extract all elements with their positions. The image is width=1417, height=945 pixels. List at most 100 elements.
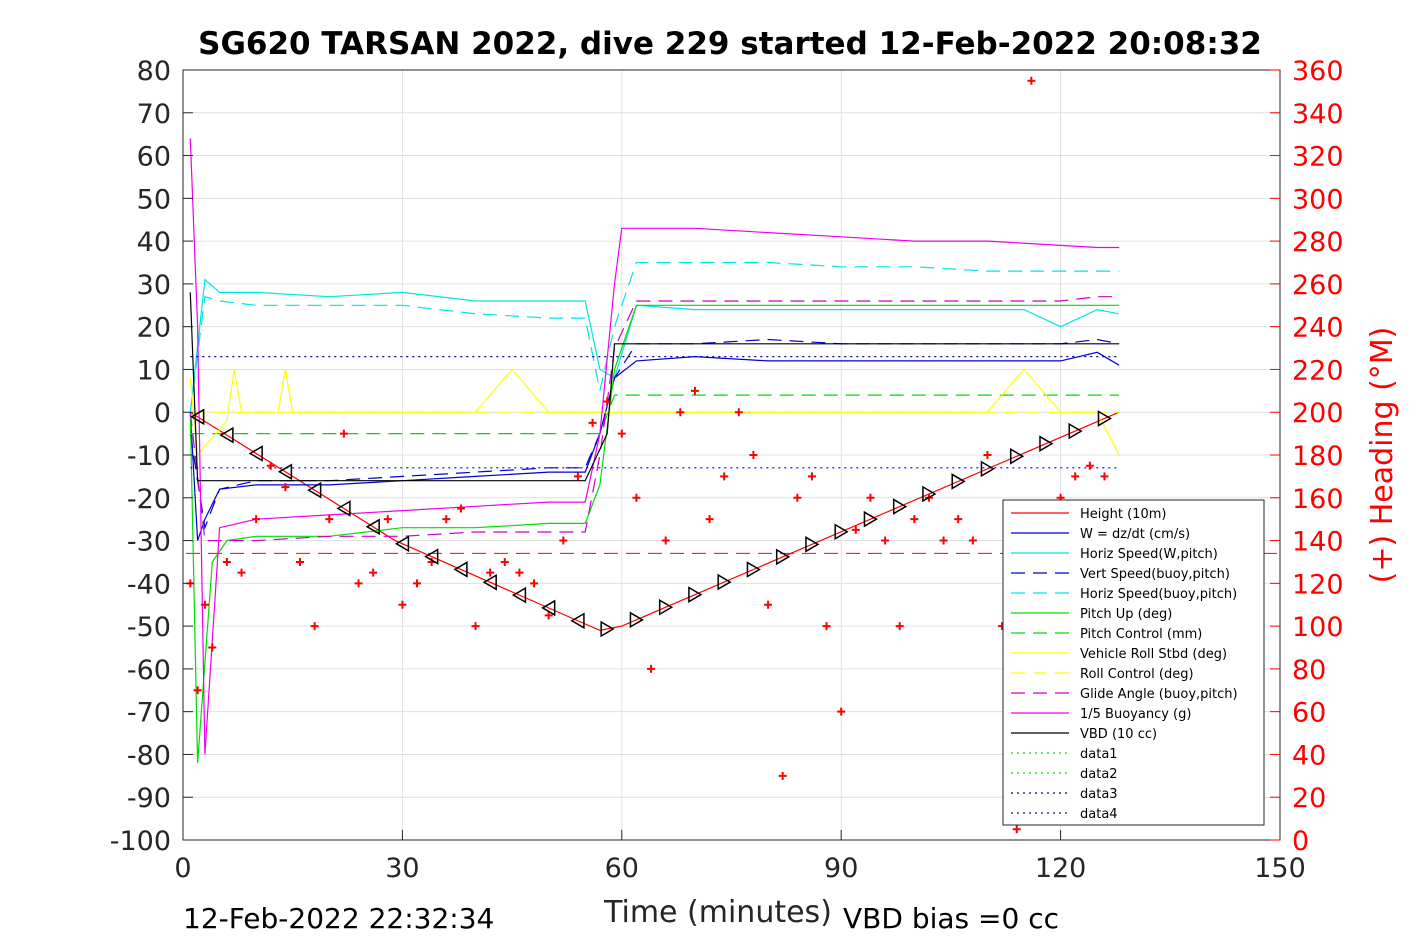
y-tick-label: 80 (137, 56, 171, 87)
heading-point (354, 579, 363, 588)
heading-point (588, 418, 597, 427)
heading-point (252, 515, 261, 524)
y-right-tick-label: 140 (1292, 527, 1344, 558)
y-right-tick-label: 100 (1292, 612, 1344, 643)
heading-point (559, 536, 568, 545)
heading-point (866, 493, 875, 502)
height-marker (394, 535, 410, 553)
y-axis-right: 3603403203002802602402202001801601401201… (1270, 56, 1344, 857)
legend-label: data1 (1080, 747, 1118, 762)
height-marker (482, 573, 497, 591)
legend-label: Glide Angle (buoy,pitch) (1080, 687, 1238, 702)
y-tick-label: -70 (127, 698, 171, 729)
y-right-tick-label: 340 (1292, 99, 1344, 130)
legend: Height (10m) W = dz/dt (cm/s) Horiz Speed(… (1002, 499, 1265, 826)
y-tick-label: 0 (154, 398, 171, 429)
heading-point (807, 472, 816, 481)
heading-point (500, 557, 509, 566)
heading-point (208, 643, 217, 652)
legend-label: data3 (1080, 787, 1118, 802)
heading-point (515, 568, 524, 577)
heading-point (471, 622, 480, 631)
heading-point (661, 536, 670, 545)
footer-vbd-bias: VBD bias =0 cc (843, 902, 1059, 935)
heading-point (398, 600, 407, 609)
heading-point (1027, 76, 1036, 85)
legend-label: Height (10m) (1080, 507, 1166, 522)
y-tick-label: -90 (127, 783, 171, 814)
x-axis-label: Time (minutes) (603, 895, 832, 930)
y-right-tick-label: 200 (1292, 398, 1344, 429)
y-right-tick-label: 240 (1292, 313, 1344, 344)
y-tick-label: -30 (127, 527, 171, 558)
heading-point (530, 579, 539, 588)
x-tick-label: 90 (824, 853, 858, 884)
legend-label: data2 (1080, 767, 1118, 782)
x-tick-label: 30 (385, 853, 419, 884)
y-right-tick-label: 280 (1292, 227, 1344, 258)
heading-point (413, 579, 422, 588)
y-right-tick-label: 220 (1292, 355, 1344, 386)
height-marker (629, 611, 644, 629)
heading-point (222, 557, 231, 566)
height-marker (805, 536, 820, 553)
y-right-tick-label: 320 (1292, 142, 1344, 173)
height-marker (658, 598, 674, 616)
height-marker (834, 523, 849, 541)
height-marker (511, 586, 527, 604)
heading-point (325, 515, 334, 524)
height-marker (190, 408, 205, 426)
height-markers (190, 408, 1112, 638)
y-tick-label: 20 (137, 313, 171, 344)
legend-label: Roll Control (deg) (1080, 667, 1194, 682)
y-tick-label: -40 (127, 569, 171, 600)
heading-point (749, 451, 758, 459)
heading-point (1012, 825, 1021, 834)
height-marker (541, 599, 556, 617)
height-marker (277, 463, 293, 481)
y-tick-label: 10 (137, 355, 171, 386)
y-tick-label: 40 (137, 227, 171, 258)
y-right-tick-label: 60 (1292, 698, 1326, 729)
heading-point (486, 568, 495, 577)
y-right-tick-label: 40 (1292, 740, 1326, 771)
heading-point (968, 536, 977, 545)
heading-markers (186, 76, 1124, 834)
y-right-tick-label: 20 (1292, 783, 1326, 814)
heading-point (793, 493, 802, 502)
y-right-tick-label: 360 (1292, 56, 1344, 87)
height-marker (922, 485, 937, 503)
heading-point (851, 525, 860, 534)
legend-label: 1/5 Buoyancy (g) (1080, 707, 1191, 722)
heading-point (690, 386, 699, 395)
heading-point (734, 408, 743, 417)
height-marker (863, 510, 878, 528)
height-marker (717, 573, 732, 591)
heading-point (822, 622, 831, 631)
legend-label: W = dz/dt (cm/s) (1080, 527, 1190, 542)
height-marker (453, 561, 468, 578)
y-tick-label: -100 (110, 826, 171, 857)
height-marker (951, 473, 966, 490)
y-right-tick-label: 0 (1292, 826, 1309, 857)
series-lines (189, 138, 1120, 764)
heading-point (954, 515, 963, 524)
heading-point (442, 515, 451, 524)
y-axis-right-label: (+) Heading (°M) (1365, 327, 1400, 584)
y-right-tick-label: 180 (1292, 441, 1344, 472)
heading-point (310, 622, 319, 631)
heading-point (778, 771, 787, 780)
height-marker (219, 426, 234, 444)
legend-label: Pitch Control (mm) (1080, 627, 1202, 642)
y-tick-label: 60 (137, 142, 171, 173)
height-marker (1039, 435, 1054, 452)
y-right-tick-label: 260 (1292, 270, 1344, 301)
height-marker (424, 548, 439, 565)
legend-label: Vehicle Roll Stbd (deg) (1080, 647, 1227, 662)
heading-point (369, 568, 378, 577)
y-tick-label: -50 (127, 612, 171, 643)
heading-point (1085, 461, 1094, 470)
series-line (189, 351, 1120, 541)
heading-point (910, 515, 919, 524)
series-line (189, 261, 1120, 413)
